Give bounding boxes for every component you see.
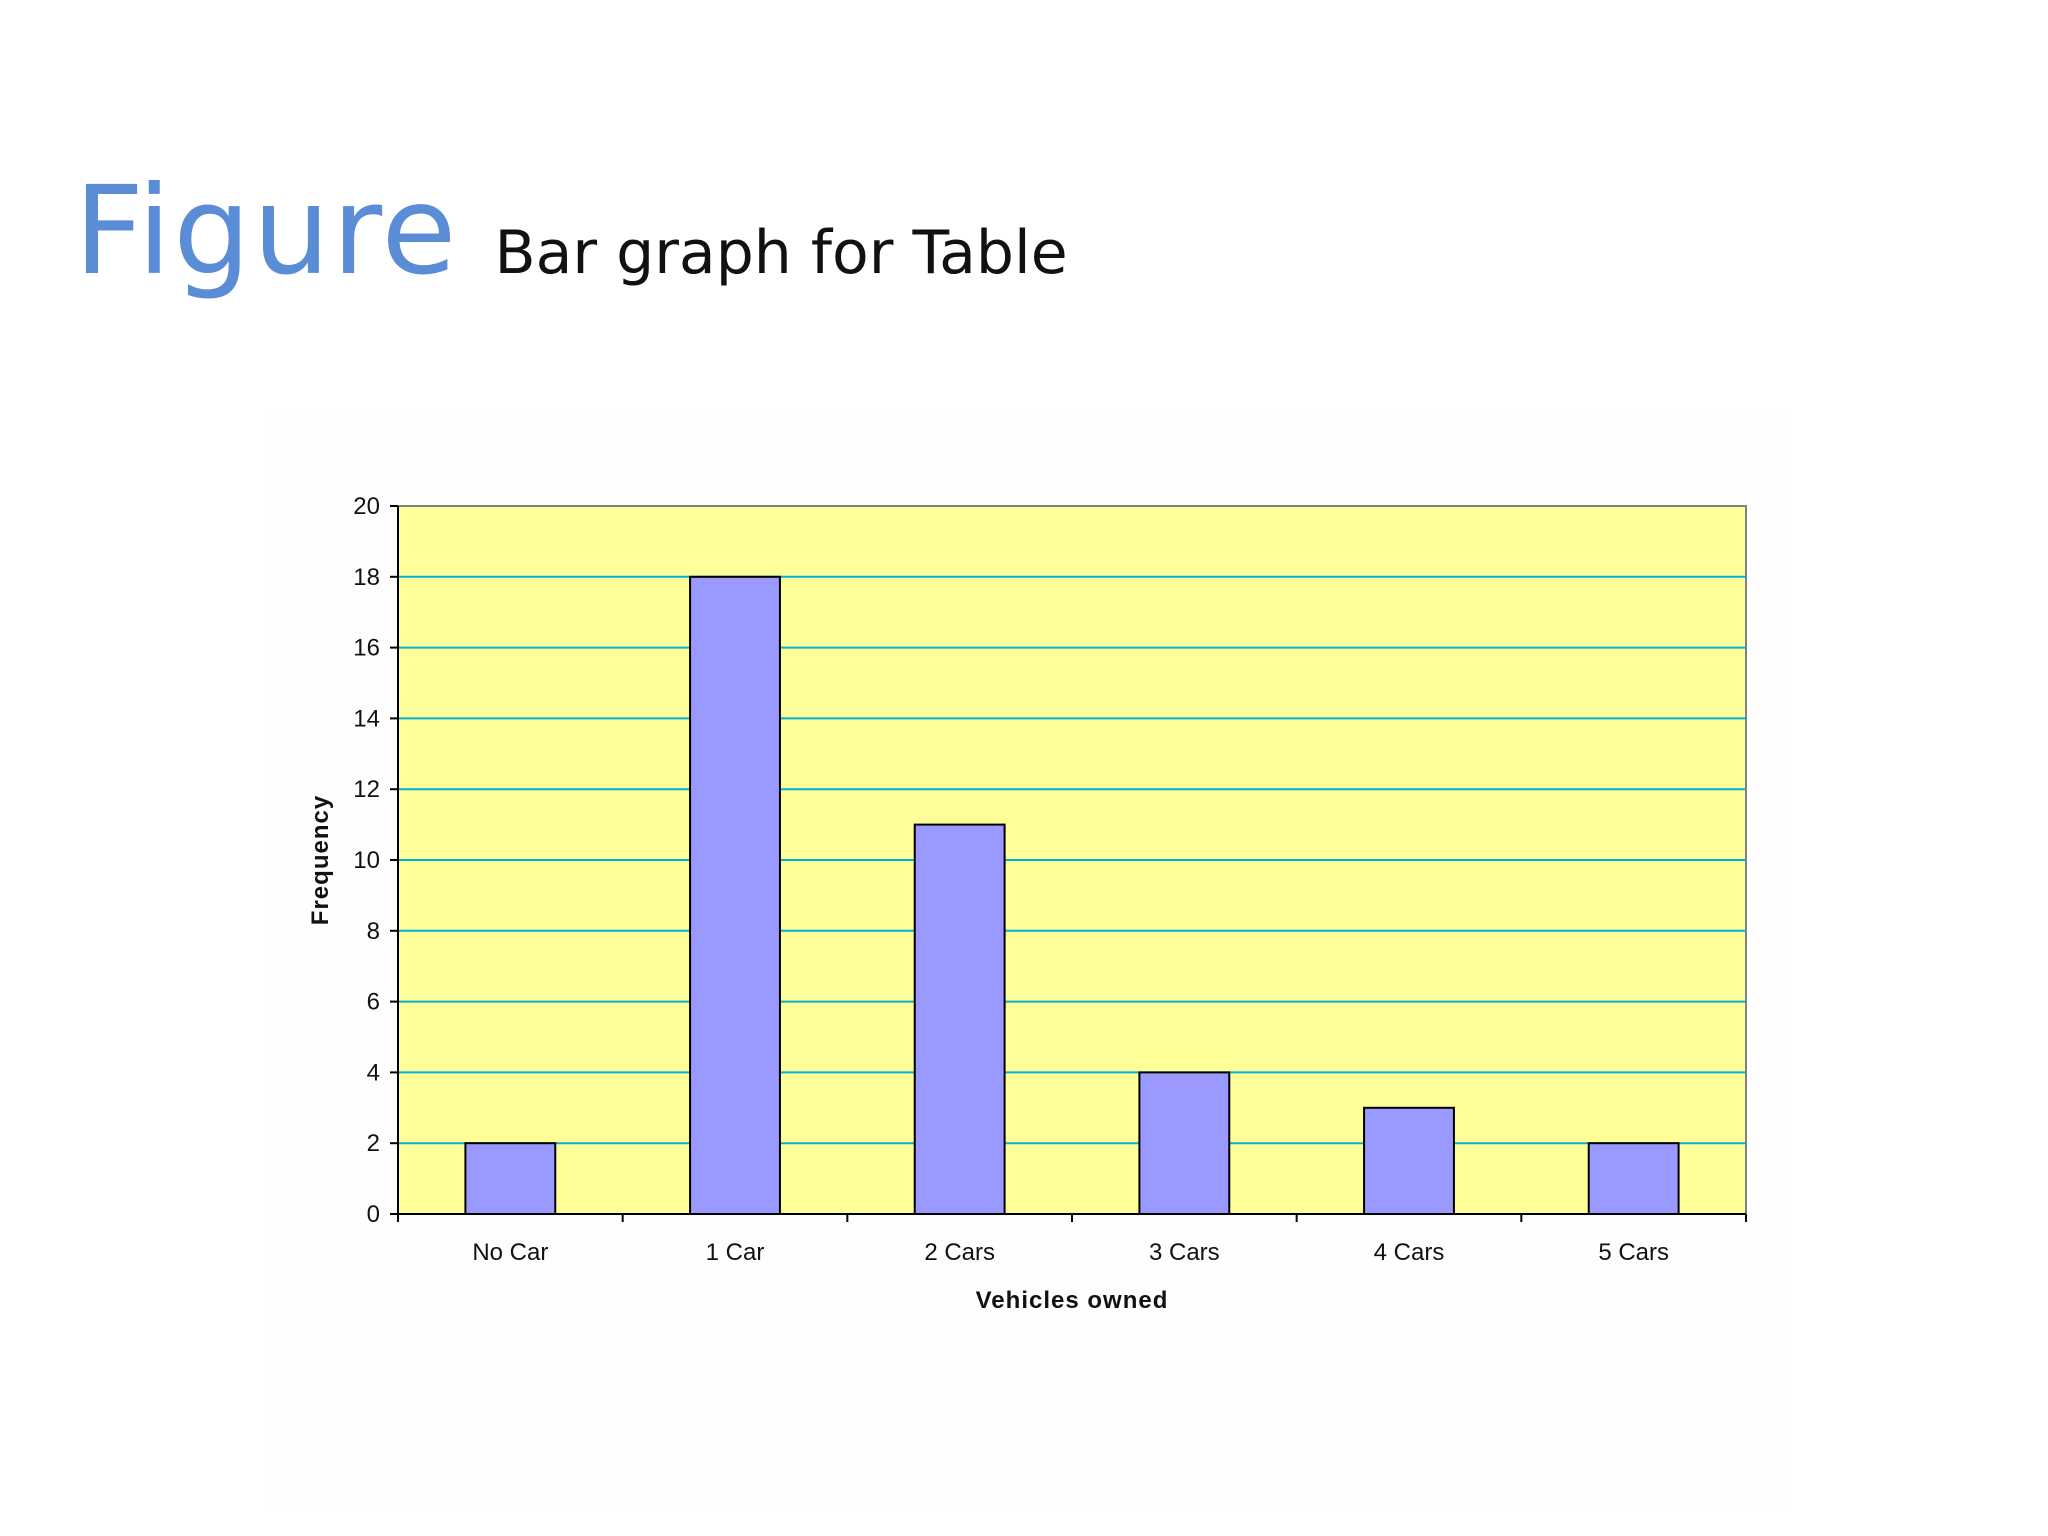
x-tick-label: 1 Car (706, 1239, 765, 1266)
bar (464, 1142, 557, 1215)
x-axis-title: Vehicles owned (976, 1287, 1169, 1314)
bar (913, 823, 1006, 1215)
y-tick-label: 10 (353, 847, 380, 874)
axes (390, 505, 1747, 1222)
y-tick-label: 16 (353, 635, 380, 662)
y-tick-label: 2 (367, 1130, 380, 1157)
bar (1363, 1106, 1455, 1216)
slide-title: Figure Bar graph for Table (74, 160, 1068, 302)
y-tick-label: 8 (367, 918, 380, 945)
y-tick-label: 14 (353, 705, 380, 732)
y-tick-label: 6 (367, 989, 380, 1016)
x-tick-label: 4 Cars (1374, 1239, 1445, 1266)
x-tick-label: 2 Cars (924, 1239, 995, 1266)
x-tick-labels: No Car 1 Car 2 Cars 3 Cars 4 Cars 5 Cars (472, 1239, 1669, 1266)
title-main: Figure (74, 160, 459, 302)
y-tick-label: 0 (367, 1201, 380, 1228)
bar (1138, 1071, 1231, 1216)
title-subtitle: Bar graph for Table (494, 218, 1068, 288)
y-tick-labels: 0 2 4 6 8 10 12 14 16 18 20 (353, 493, 380, 1228)
x-tick-label: 3 Cars (1149, 1239, 1220, 1266)
gridlines (398, 575, 1746, 1145)
x-tick-label: 5 Cars (1598, 1239, 1669, 1266)
bar (689, 575, 781, 1215)
y-tick-label: 12 (353, 776, 380, 803)
bars (464, 575, 1680, 1216)
y-tick-label: 20 (353, 493, 380, 520)
x-tick-label: No Car (472, 1239, 548, 1266)
y-tick-label: 4 (367, 1059, 380, 1086)
bar (1587, 1142, 1680, 1215)
y-tick-label: 18 (353, 564, 380, 591)
y-axis-title: Frequency (307, 795, 334, 925)
